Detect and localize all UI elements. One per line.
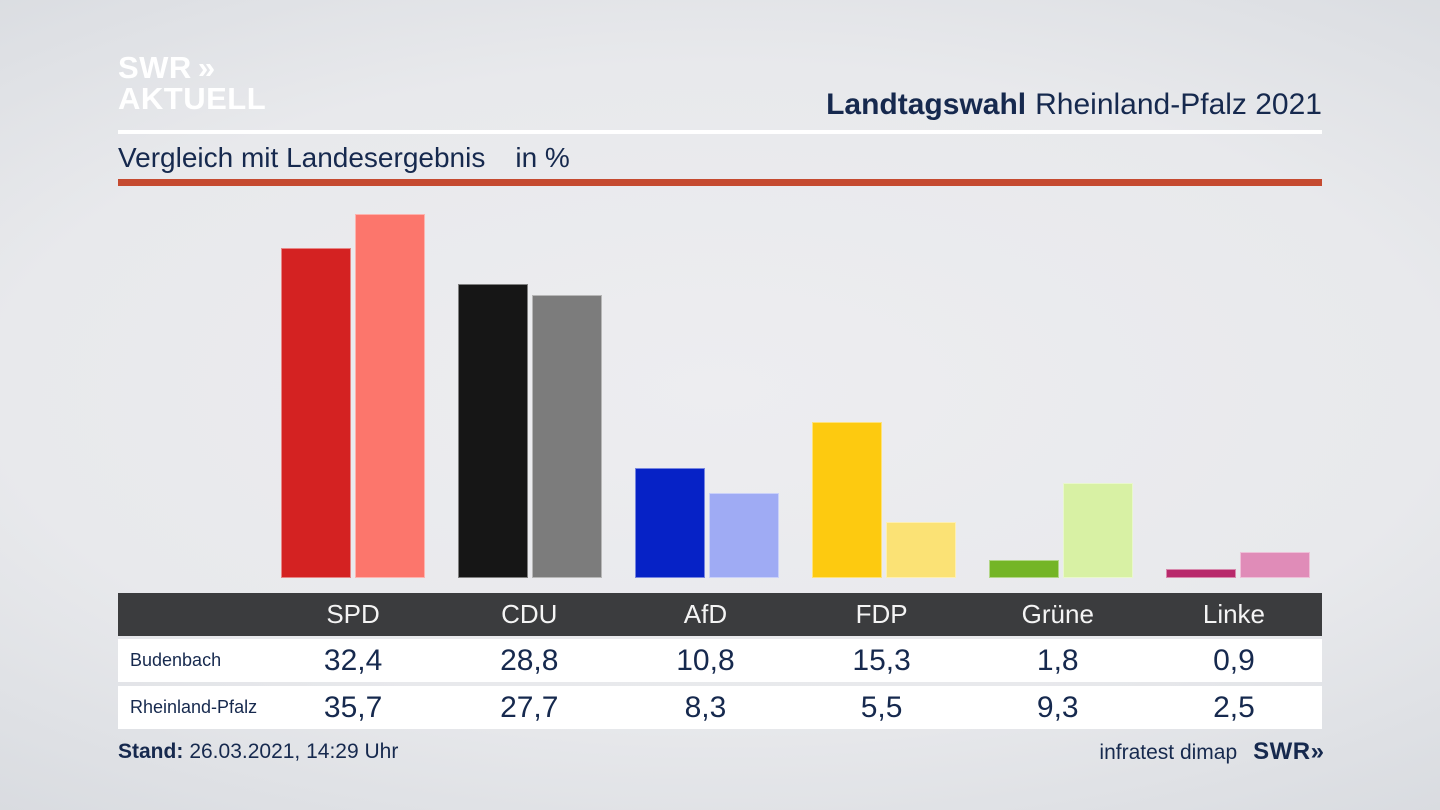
table-row-rheinland-pfalz: Rheinland-Pfalz 35,7 27,7 8,3 5,5 9,3 2,5 [118,686,1322,729]
value-cell-gr-ne: 1,8 [1036,643,1079,677]
value-cell-linke: 0,9 [1213,643,1255,677]
chart-subtitle-text: Vergleich mit Landesergebnis [118,142,486,173]
logo-line2: AKTUELL [118,81,267,116]
source-label: infratest dimap [1099,741,1238,764]
value-cell-fdp: 15,3 [852,643,911,677]
bar-rheinland-pfalz-gr-ne [1063,483,1133,578]
row-label: Rheinland-Pfalz [130,697,258,717]
bar-budenbach-cdu [458,284,528,578]
credits: infratest dimap SWR» [1099,738,1324,766]
value-cell-linke: 2,5 [1213,690,1255,724]
swr-footer-text: SWR [1253,738,1311,765]
stand-value: 26.03.2021, 14:29 Uhr [189,740,399,763]
bar-budenbach-linke [1166,569,1236,578]
row-label: Budenbach [130,650,222,670]
table-header-cell-linke: Linke [1202,599,1266,629]
divider-white [118,130,1322,134]
table-header-cell-afd: AfD [683,599,728,629]
page-title: Landtagswahl Rheinland-Pfalz 2021 [826,88,1322,122]
value-cell-fdp: 5,5 [860,690,903,724]
bar-budenbach-afd [635,468,705,578]
bar-rheinland-pfalz-afd [709,493,779,578]
swr-footer-logo: SWR» [1253,738,1324,766]
chart-subtitle: Vergleich mit Landesergebnis in % [118,142,570,174]
bar-budenbach-spd [281,248,351,578]
value-cell-spd: 35,7 [323,690,383,724]
divider-red [118,179,1322,186]
table-row-budenbach: Budenbach 32,4 28,8 10,8 15,3 1,8 0,9 [118,639,1322,682]
bar-rheinland-pfalz-linke [1240,552,1310,578]
value-cell-spd: 32,4 [323,643,383,677]
table-header-cell-spd: SPD [326,599,380,629]
stand-label: Stand: [118,740,184,763]
table-header-cell-gr-ne: Grüne [1021,599,1094,629]
bar-rheinland-pfalz-fdp [886,522,956,578]
page-title-rest: Rheinland-Pfalz 2021 [1035,88,1322,121]
bar-rheinland-pfalz-spd [355,214,425,578]
stand-line: Stand: 26.03.2021, 14:29 Uhr [118,740,398,764]
bar-chart [118,190,1322,578]
logo-line1: SWR» [118,52,266,83]
page-title-bold: Landtagswahl [826,88,1027,121]
table-header-row: SPD CDU AfD FDP Grüne Linke [118,593,1322,636]
logo-chevrons-icon: » [197,50,215,85]
logo-swr-text: SWR [118,50,192,85]
results-table: SPD CDU AfD FDP Grüne Linke Budenbach 32,4 28,8… [118,593,1322,729]
swr-aktuell-logo: SWR» AKTUELL [118,52,266,114]
value-cell-cdu: 28,8 [500,643,559,677]
swr-footer-chevrons-icon: » [1310,738,1324,765]
value-cell-gr-ne: 9,3 [1036,690,1079,724]
bar-budenbach-fdp [812,422,882,578]
table-header-cell-cdu: CDU [501,599,558,629]
bar-rheinland-pfalz-cdu [532,295,602,578]
bar-budenbach-gr-ne [989,560,1059,578]
chart-subtitle-unit: in % [515,142,570,173]
value-cell-afd: 8,3 [684,690,727,724]
table-header-cell-fdp: FDP [855,599,908,629]
value-cell-cdu: 27,7 [500,690,559,724]
value-cell-afd: 10,8 [676,643,735,677]
